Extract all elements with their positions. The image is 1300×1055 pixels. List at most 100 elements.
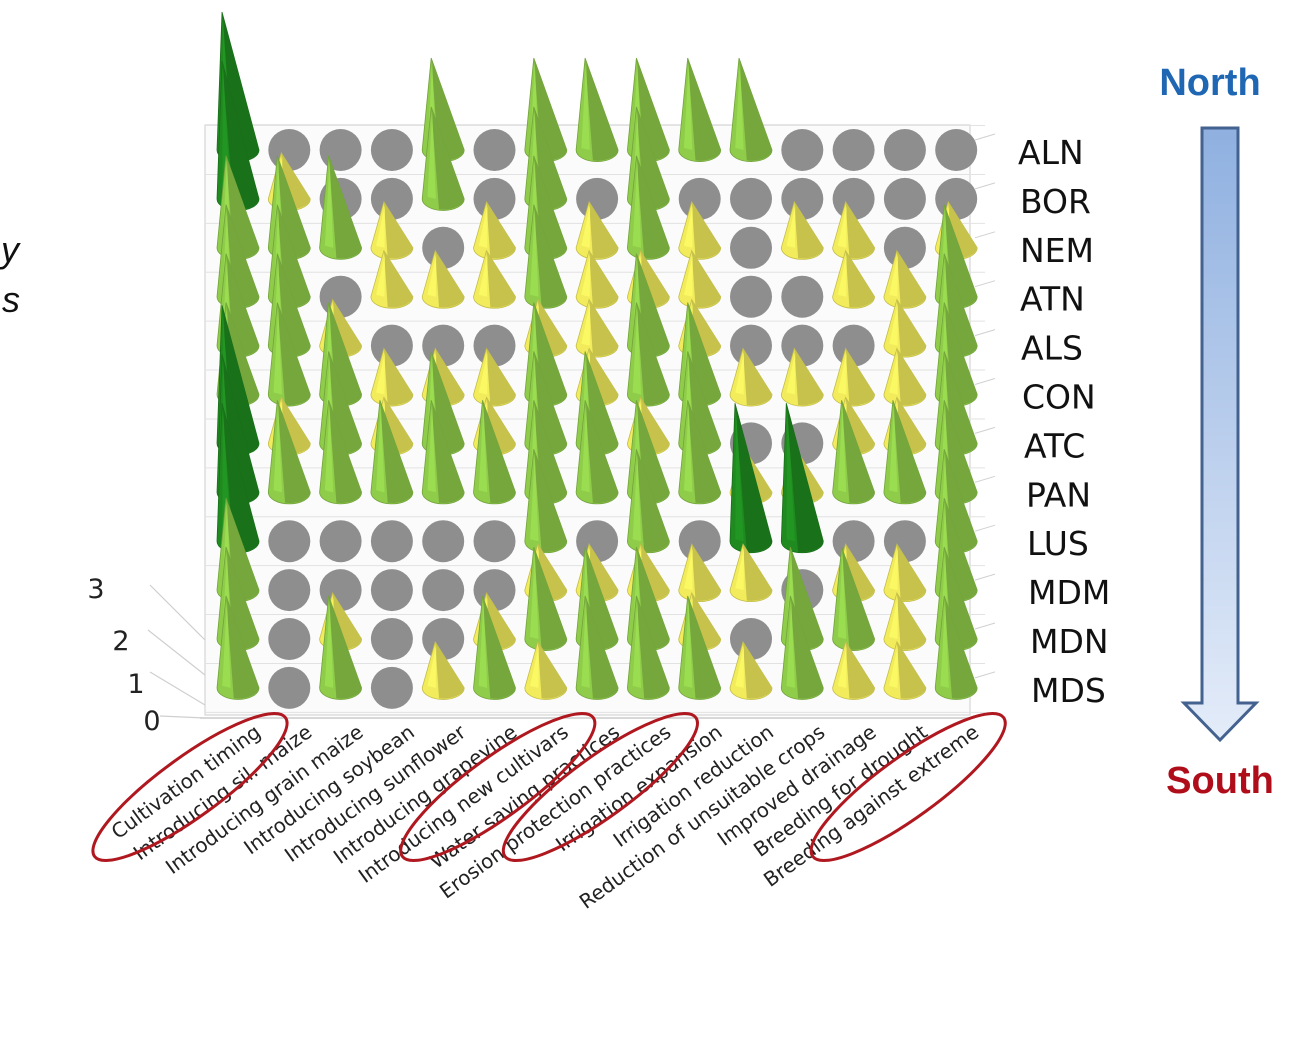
south-label: South <box>1166 760 1274 802</box>
cell-cone-PAN-3 <box>370 400 414 505</box>
cell-disc-MDS-1 <box>268 666 311 709</box>
cone-highlight <box>786 407 795 542</box>
cell-disc-ALS-12 <box>832 324 875 367</box>
cell-cone-PAN-1 <box>267 400 311 505</box>
cone-highlight <box>735 352 744 395</box>
cell-disc-MDM-4 <box>422 569 465 612</box>
cone-highlight <box>735 645 744 688</box>
cell-disc-BOR-5 <box>473 177 516 220</box>
cone-shade <box>896 544 926 601</box>
z-tick-label: 3 <box>87 574 104 605</box>
cone-shade <box>379 400 413 504</box>
region-label-nem: NEM <box>1020 231 1094 270</box>
cone-highlight <box>889 404 898 493</box>
cell-disc-BOR-12 <box>832 177 875 220</box>
cell-cone-NEM-9 <box>678 200 722 260</box>
cone-shade <box>383 201 413 259</box>
z-axis-lines <box>147 584 206 719</box>
cone-highlight <box>324 404 334 493</box>
cone-shade <box>896 250 926 308</box>
highlight-ellipse-0 <box>91 712 289 862</box>
region-label-mdm: MDM <box>1028 573 1110 612</box>
cell-disc-ATN-11 <box>781 275 824 318</box>
cell-cone-MDS-4 <box>421 640 465 700</box>
cone-highlight <box>478 205 488 248</box>
cone-shade <box>636 302 670 406</box>
cone-shade <box>328 155 362 259</box>
region-tick <box>974 280 996 288</box>
z-tick-label: 1 <box>127 669 144 700</box>
cone-shade <box>226 595 259 699</box>
cone-shade <box>896 299 926 357</box>
cell-cone-MDS-7 <box>575 595 619 700</box>
z-tick-label: 2 <box>112 626 129 657</box>
cell-cone-ALN-7 <box>575 57 619 162</box>
cone-highlight <box>837 205 847 248</box>
cone-shade <box>687 595 721 699</box>
region-label-mds: MDS <box>1031 671 1106 710</box>
cell-disc-MDN-10 <box>730 618 772 660</box>
cell-cone-NEM-3 <box>370 200 414 260</box>
cone-highlight <box>683 62 693 150</box>
region-label-bor: BOR <box>1020 182 1091 221</box>
cell-disc-ALN-2 <box>319 129 362 171</box>
cone-highlight <box>581 303 591 346</box>
cone-shade <box>383 250 413 308</box>
cell-cone-ATN-12 <box>832 249 876 309</box>
cone-shade <box>383 348 413 406</box>
cone-highlight <box>530 453 539 542</box>
region-label-atn: ATN <box>1020 280 1085 319</box>
cone-shade <box>794 201 824 259</box>
cell-disc-ALS-10 <box>730 324 772 367</box>
cell-disc-BOR-3 <box>370 177 413 220</box>
cone-highlight <box>735 548 744 591</box>
cone-shade <box>743 544 772 601</box>
cone-highlight <box>581 254 591 297</box>
cell-disc-NEM-4 <box>422 226 465 269</box>
cell-cone-MDS-5 <box>473 595 516 700</box>
cropped-text-s: s <box>2 279 20 320</box>
cell-cone-BOR-4 <box>421 106 465 211</box>
cell-cone-MDS-6 <box>524 640 568 700</box>
cropped-text-y: y <box>0 229 21 270</box>
cell-disc-ALS-4 <box>422 324 465 367</box>
highlight-ellipse-14 <box>809 712 1007 862</box>
cone-shade <box>687 58 721 161</box>
cone-highlight <box>530 208 539 297</box>
cell-disc-ATN-2 <box>319 275 362 318</box>
cell-cone-CON-13 <box>883 347 927 407</box>
cone-highlight <box>324 159 334 248</box>
cone-highlight <box>273 306 282 395</box>
region-label-lus: LUS <box>1027 524 1089 563</box>
cone-highlight <box>273 404 282 493</box>
cone-highlight <box>376 205 385 248</box>
region-label-als: ALS <box>1021 329 1083 368</box>
cell-cone-NEM-5 <box>473 200 516 260</box>
cone-highlight <box>837 254 847 297</box>
cone-highlight <box>478 404 488 493</box>
cone-highlight <box>683 599 693 688</box>
cell-cone-MDS-14 <box>934 595 978 700</box>
cone-shade <box>892 400 926 504</box>
cell-cone-ATN-3 <box>370 249 414 309</box>
cone-shade <box>896 593 926 650</box>
cone-shade <box>277 302 311 406</box>
cone-highlight <box>889 548 898 591</box>
cone-highlight <box>683 254 693 297</box>
highlight-ellipse-8 <box>501 712 699 862</box>
cell-cone-ALN-10 <box>729 57 773 162</box>
cone-shade <box>841 400 875 504</box>
cone-shade <box>739 58 772 161</box>
z-axis: 0 1 23 <box>87 574 206 737</box>
cone-shade <box>533 449 567 552</box>
north-label: North <box>1159 62 1260 104</box>
cell-cone-MDN-13 <box>883 592 927 651</box>
cone-shade <box>794 348 824 406</box>
cone-shade <box>691 250 721 308</box>
cone-shade <box>743 348 772 406</box>
cell-disc-BOR-9 <box>678 177 721 220</box>
cell-disc-NEM-10 <box>730 226 772 269</box>
cell-cone-MDS-0 <box>216 595 260 700</box>
